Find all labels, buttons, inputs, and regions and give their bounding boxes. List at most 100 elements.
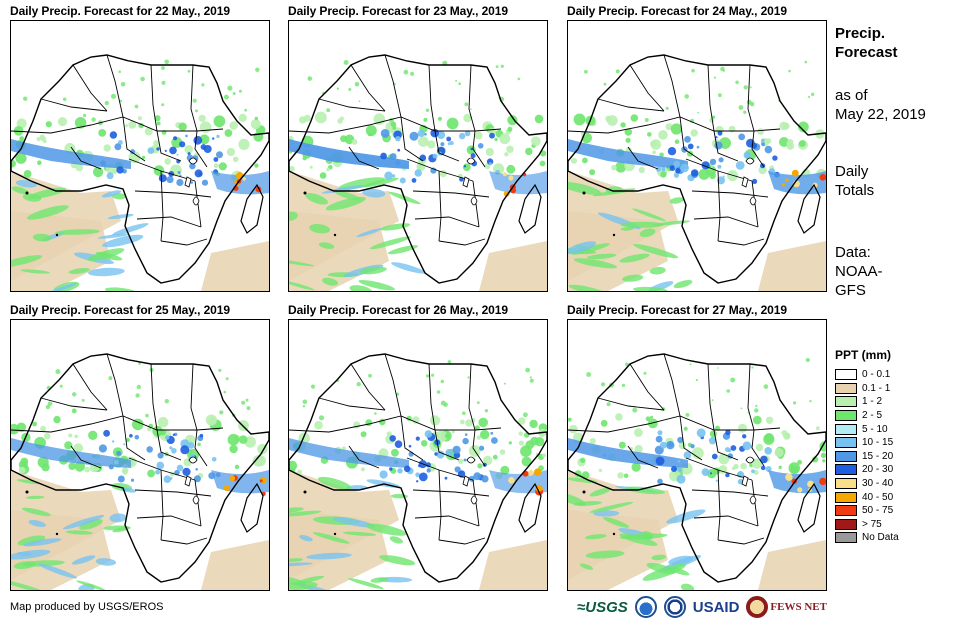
country-border — [693, 515, 759, 527]
precip-patch — [68, 268, 90, 274]
precip-patch — [430, 415, 441, 426]
precip-patch — [194, 169, 203, 178]
island-dot — [582, 191, 586, 195]
precip-patch — [76, 580, 106, 590]
noaa-logo — [634, 596, 657, 618]
madagascar-outline — [797, 482, 821, 533]
precip-patch — [631, 462, 641, 472]
precip-patch — [391, 174, 396, 178]
country-border — [428, 64, 436, 132]
precip-patch — [40, 136, 47, 142]
precip-patch — [603, 517, 630, 528]
country-border — [40, 98, 108, 112]
forecast-panel-5: Daily Precip. Forecast for 26 May., 2019 — [288, 302, 550, 591]
precip-patch — [529, 378, 534, 383]
precip-patch — [130, 149, 136, 155]
precip-patch — [199, 121, 212, 133]
precip-patch — [465, 419, 473, 427]
precip-patch — [187, 69, 191, 73]
precip-patch — [708, 437, 717, 445]
precip-patch — [722, 175, 725, 178]
precip-patch — [392, 126, 397, 130]
precip-patch — [65, 530, 93, 535]
lake — [741, 475, 749, 487]
precip-patch — [659, 152, 664, 158]
country-border — [751, 180, 759, 228]
precip-patch — [425, 374, 430, 378]
precip-patch — [213, 157, 219, 162]
precip-patch — [135, 393, 140, 398]
precip-patch — [351, 139, 358, 145]
country-border — [72, 64, 108, 112]
precip-patch — [624, 128, 633, 136]
precip-patch — [309, 224, 331, 234]
precip-patch — [109, 131, 118, 139]
precip-patch — [470, 147, 473, 151]
precip-patch — [374, 412, 377, 415]
precip-patch — [299, 116, 307, 124]
country-border — [384, 353, 402, 417]
precip-patch — [37, 456, 49, 468]
precip-patch — [380, 129, 390, 138]
precip-patch — [223, 94, 229, 100]
precip-patch — [166, 176, 174, 184]
precip-patch — [45, 404, 51, 410]
precip-patch — [440, 379, 444, 384]
precip-patch — [389, 467, 393, 471]
totals-line2: Totals — [835, 182, 875, 199]
forecast-panel-4: Daily Precip. Forecast for 25 May., 2019 — [10, 302, 272, 591]
precip-patch — [658, 130, 668, 140]
precip-patch — [389, 435, 396, 442]
precip-patch — [669, 165, 676, 172]
precip-patch — [605, 186, 623, 194]
precip-patch — [459, 419, 465, 425]
precip-patch — [751, 469, 755, 474]
precip-patch — [499, 449, 506, 455]
precip-patch — [765, 466, 772, 472]
precip-patch — [92, 166, 104, 178]
heavy-rain-cell — [502, 172, 507, 177]
country-border — [472, 180, 480, 228]
precip-patch — [138, 362, 141, 365]
precip-patch — [449, 141, 454, 145]
precip-patch — [144, 127, 153, 136]
precip-patch — [132, 418, 144, 431]
precip-patch — [742, 441, 752, 451]
precip-patch — [189, 162, 196, 170]
country-border — [414, 515, 480, 527]
precip-patch — [701, 468, 710, 476]
country-border — [707, 363, 715, 431]
precip-patch — [289, 259, 315, 267]
madagascar-outline — [518, 482, 542, 533]
precip-patch — [618, 441, 626, 449]
heavy-rain-cell — [782, 183, 786, 187]
precip-patch — [182, 467, 191, 476]
precip-patch — [778, 465, 782, 469]
precip-patch — [534, 114, 544, 124]
precip-patch — [241, 400, 246, 405]
country-border — [679, 116, 703, 162]
precip-patch — [582, 157, 588, 164]
precip-patch — [176, 464, 184, 472]
precip-patch — [622, 274, 644, 282]
precip-patch — [579, 563, 594, 570]
precip-patch — [11, 255, 43, 268]
country-border — [106, 54, 124, 118]
africa-coastline — [568, 54, 826, 284]
lake — [470, 495, 478, 505]
precip-patch — [718, 453, 730, 465]
precip-patch — [470, 108, 472, 110]
precip-patch — [696, 145, 700, 149]
heavy-rain-cell — [223, 484, 231, 492]
country-border — [348, 146, 380, 170]
country-border — [194, 180, 202, 228]
precip-patch — [410, 71, 415, 76]
precip-patch — [738, 423, 747, 433]
precip-patch — [492, 454, 498, 460]
precip-patch — [639, 228, 656, 238]
precip-patch — [473, 472, 482, 481]
legend-label: 20 - 30 — [862, 464, 894, 476]
precip-patch — [788, 69, 791, 73]
precip-patch — [306, 552, 352, 560]
precip-patch — [394, 440, 403, 448]
